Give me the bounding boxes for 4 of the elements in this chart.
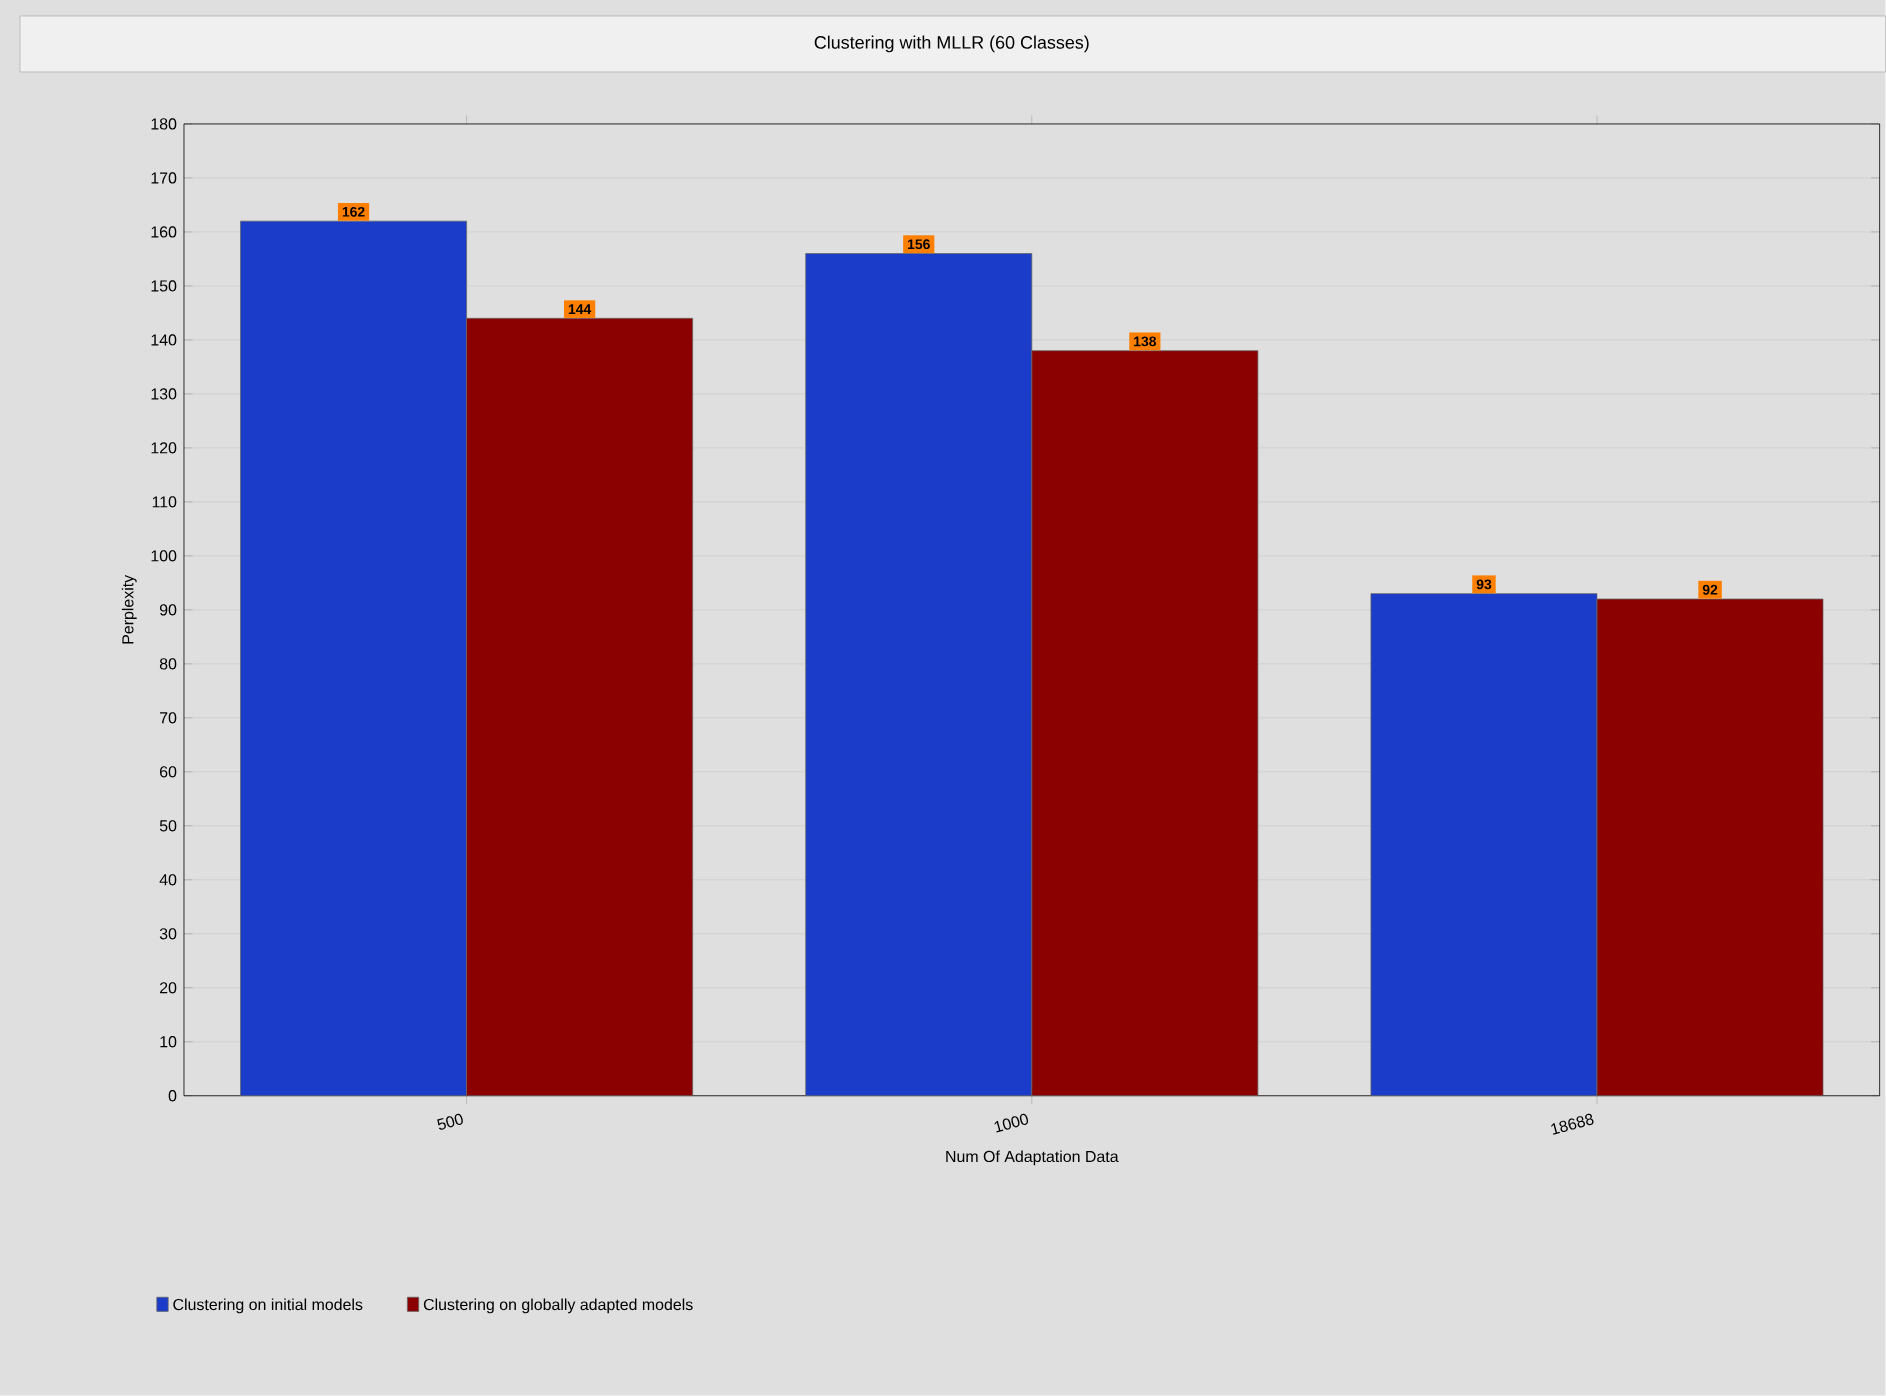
bar	[466, 318, 694, 1096]
bar	[1031, 350, 1259, 1096]
bar	[1596, 598, 1824, 1096]
chart-title: Clustering with MLLR (60 Classes)	[814, 35, 1089, 53]
